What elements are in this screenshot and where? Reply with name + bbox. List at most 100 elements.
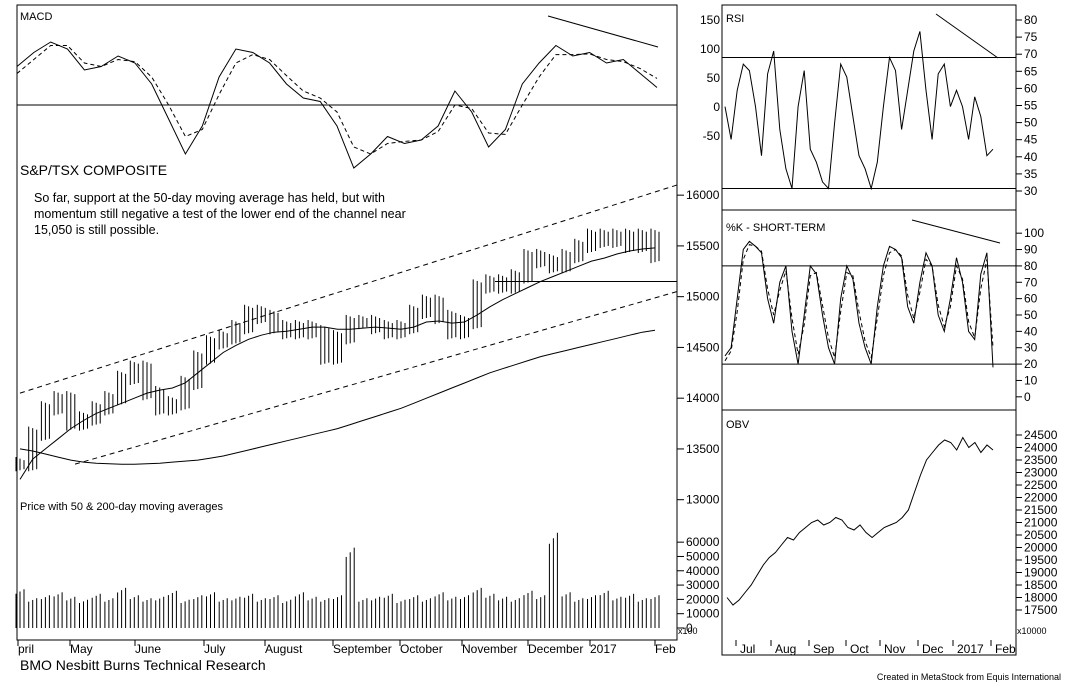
price-tick-label: 13000	[686, 493, 720, 507]
rsi-right-tick-label: 35	[1024, 167, 1038, 181]
stoch-tick-label: 80	[1024, 259, 1038, 273]
rsi-left-tick-label: 0	[713, 100, 720, 114]
volume-tick-label: 10000	[686, 607, 720, 621]
macd-series-line	[16, 41, 658, 169]
price-tick-label: 15500	[686, 239, 720, 253]
rsi-right-tick-label: 75	[1024, 30, 1038, 44]
obv-panel: OBV 2450024000235002300022500220002150021…	[726, 419, 1058, 636]
obv-unit-label: x10000	[1017, 626, 1047, 636]
price-tick-label: 16000	[686, 188, 720, 202]
rsi-right-tick-label: 50	[1024, 116, 1038, 130]
rsi-line	[724, 31, 994, 191]
volume-tick-label: 30000	[686, 578, 720, 592]
obv-tick-label: 22000	[1024, 491, 1058, 505]
obv-line	[726, 436, 994, 606]
rsi-right-tick-label: 70	[1024, 47, 1038, 61]
x-tick-label-right: Jul	[740, 642, 755, 656]
volume-tick-label: 50000	[686, 549, 720, 563]
obv-tick-label: 18000	[1024, 591, 1058, 605]
price-tick-label: 14000	[686, 391, 720, 405]
x-tick-label: pril	[18, 642, 34, 656]
credit-label: Created in MetaStock from Equis Internat…	[876, 672, 1061, 682]
rsi-left-tick-label: 150	[700, 13, 720, 27]
x-tick-label: July	[204, 642, 225, 656]
obv-title: OBV	[726, 419, 750, 431]
obv-tick-label: 21000	[1024, 516, 1058, 530]
x-tick-label: June	[135, 642, 161, 656]
obv-tick-label: 23500	[1024, 453, 1058, 467]
volume-unit-label: x100	[678, 626, 698, 636]
volume-tick-label: 0	[686, 621, 693, 635]
rsi-right-tick-label: 40	[1024, 150, 1038, 164]
volume-tick-label: 40000	[686, 564, 720, 578]
x-tick-label: September	[333, 642, 392, 656]
commentary-text: So far, support at the 50-day moving ave…	[34, 191, 406, 237]
x-tick-label-right: 2017	[957, 642, 984, 656]
macd-trendline	[547, 15, 659, 48]
stoch-tick-label: 20	[1024, 357, 1038, 371]
rsi-left-tick-label: -50	[703, 129, 721, 143]
price-tick-label: 13500	[686, 442, 720, 456]
stoch-tick-label: 0	[1024, 390, 1031, 404]
rsi-left-tick-label: 100	[700, 42, 720, 56]
rsi-panel: RSI 150 100 50 0 -50 80 75 70 65 60 55 50 45 40 35 30	[700, 13, 1038, 198]
rsi-right-tick-label: 60	[1024, 81, 1038, 95]
x-tick-label-right: Dec	[922, 642, 943, 656]
volume-tick-label: 20000	[686, 592, 720, 606]
stoch-tick-label: 60	[1024, 292, 1038, 306]
ma200-line	[19, 329, 656, 465]
obv-tick-label: 20500	[1024, 528, 1058, 542]
rsi-right-tick-label: 30	[1024, 184, 1038, 198]
stoch-tick-label: 70	[1024, 275, 1038, 289]
macd-title: MACD	[20, 11, 52, 23]
x-tick-label: August	[265, 642, 303, 656]
volume-tick-label: 60000	[686, 535, 720, 549]
obv-tick-label: 19000	[1024, 566, 1058, 580]
x-tick-label: November	[462, 642, 517, 656]
rsi-right-tick-label: 55	[1024, 99, 1038, 113]
x-tick-label: Feb	[655, 642, 676, 656]
rsi-title: RSI	[726, 13, 744, 25]
x-tick-label: December	[528, 642, 583, 656]
obv-tick-label: 20000	[1024, 541, 1058, 555]
obv-tick-label: 21500	[1024, 503, 1058, 517]
x-tick-label: May	[70, 642, 93, 656]
stoch-tick-label: 30	[1024, 341, 1038, 355]
x-tick-label: 2017	[590, 642, 617, 656]
rsi-left-tick-label: 50	[707, 71, 721, 85]
obv-tick-label: 24500	[1024, 428, 1058, 442]
obv-tick-label: 18500	[1024, 578, 1058, 592]
x-tick-label-right: Feb	[995, 642, 1016, 656]
rsi-trendline	[935, 13, 999, 59]
price-panel: 16000 15500 15000 14500 14000 13500 13000 Price…	[15, 184, 720, 513]
macd-panel: MACD	[16, 11, 677, 169]
left-panel-frame	[16, 4, 678, 641]
stoch-tick-label: 50	[1024, 308, 1038, 322]
rsi-right-tick-label: 80	[1024, 13, 1038, 27]
obv-tick-label: 19500	[1024, 553, 1058, 567]
price-footnote: Price with 50 & 200-day moving averages	[20, 501, 223, 513]
right-panel-frame	[721, 4, 1017, 656]
obv-tick-label: 23000	[1024, 466, 1058, 480]
source-label: BMO Nesbitt Burns Technical Research	[20, 657, 266, 673]
obv-tick-label: 17500	[1024, 603, 1058, 617]
stoch-series-line	[724, 240, 994, 368]
price-tick-label: 15000	[686, 290, 720, 304]
price-tick-label: 14500	[686, 340, 720, 354]
obv-tick-label: 22500	[1024, 478, 1058, 492]
x-tick-label-right: Nov	[884, 642, 905, 656]
stoch-title: %K - SHORT-TERM	[726, 222, 825, 234]
x-tick-label: October	[400, 642, 443, 656]
x-tick-label-right: Aug	[775, 642, 796, 656]
x-tick-label-right: Sep	[813, 642, 835, 656]
stoch-trendline	[911, 219, 1001, 244]
x-tick-label-right: Oct	[850, 642, 869, 656]
stoch-tick-label: 100	[1024, 226, 1044, 240]
macd-series-line	[16, 45, 658, 155]
stoch-tick-label: 40	[1024, 324, 1038, 338]
obv-tick-label: 24000	[1024, 441, 1058, 455]
rsi-right-tick-label: 65	[1024, 64, 1038, 78]
